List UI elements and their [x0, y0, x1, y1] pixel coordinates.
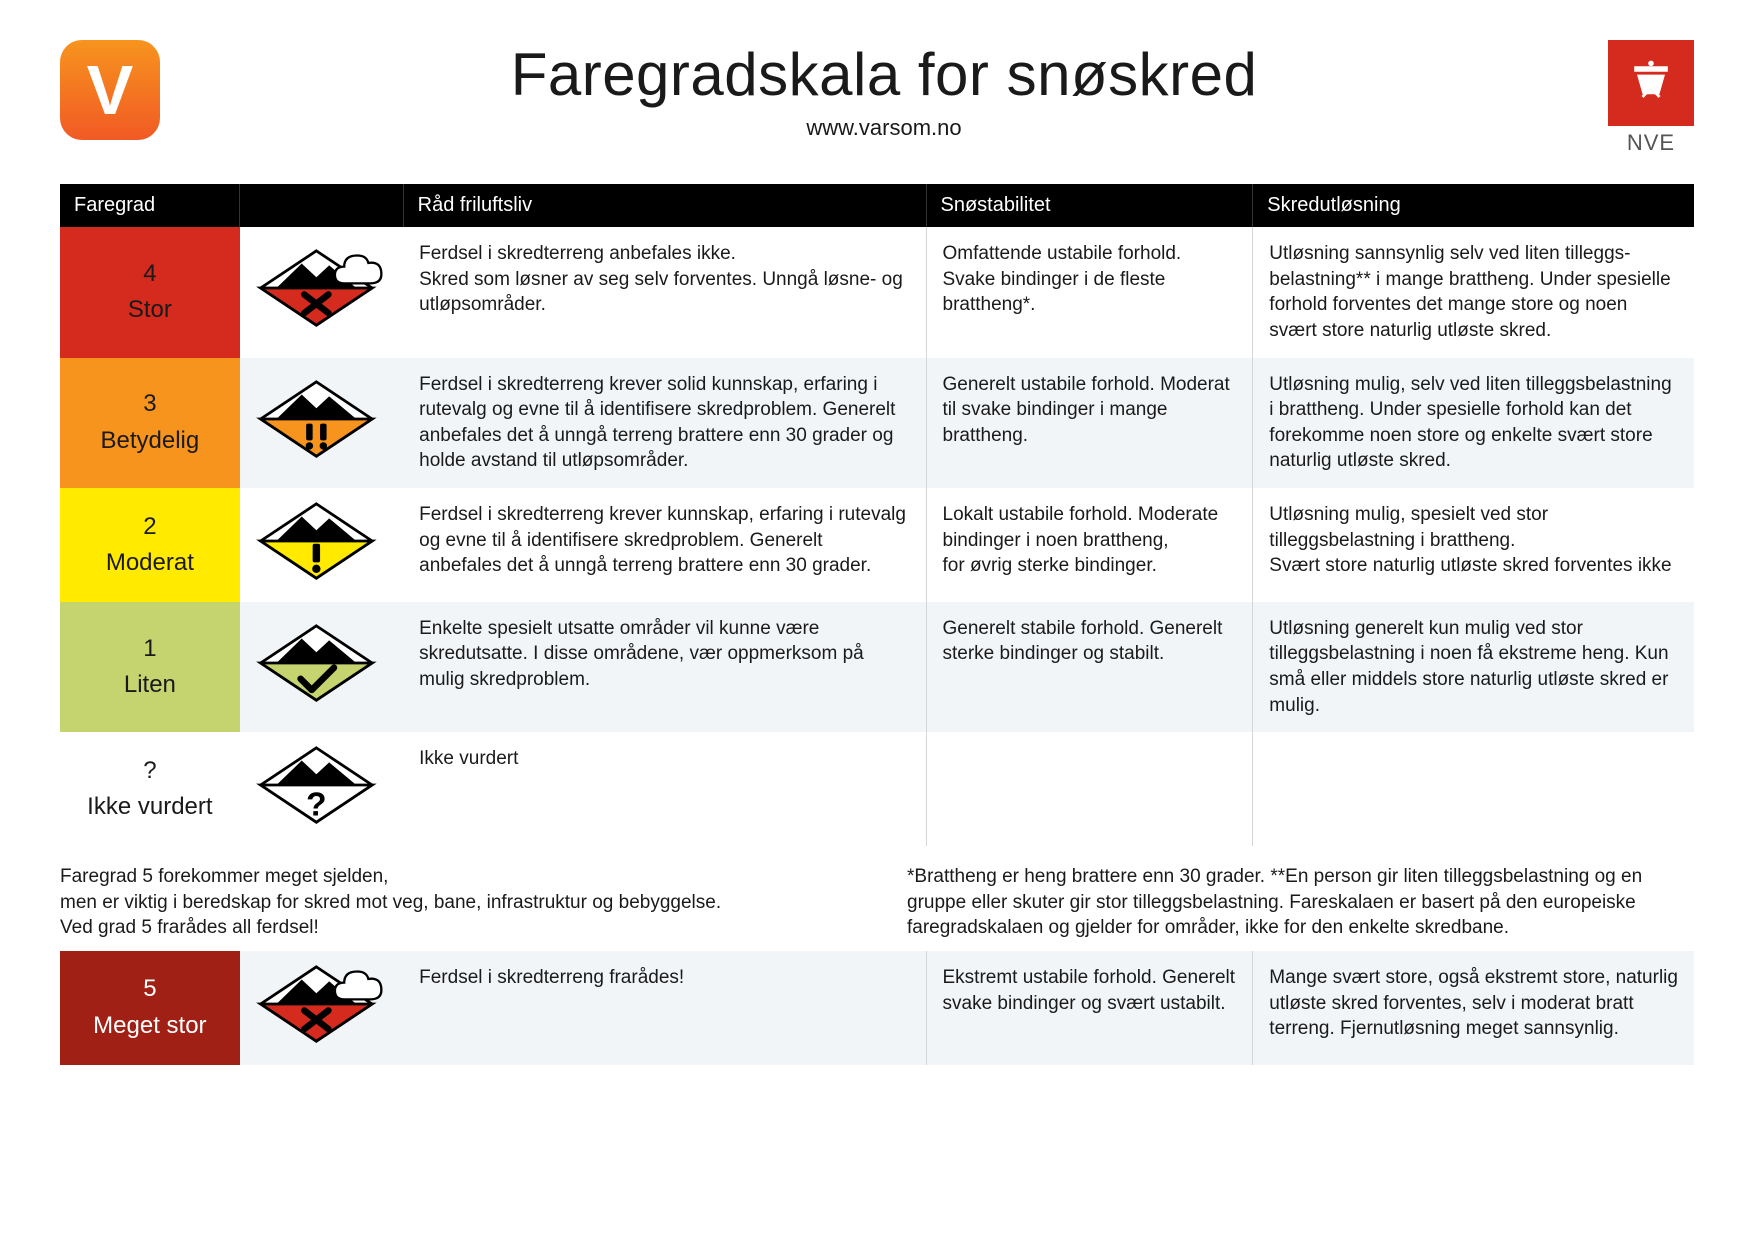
page-subtitle: www.varsom.no — [160, 115, 1608, 141]
table-row-1-name: Liten — [76, 669, 224, 701]
table-row-1: 1 Liten Enkelte spesielt utsatte områder… — [60, 602, 1694, 733]
table-row-?-name: Ikke vurdert — [76, 791, 224, 823]
table-row-5: 5 Meget stor Ferdsel i skredterreng frar… — [60, 951, 1694, 1065]
table-row-2-stab: Lokalt ustabile forhold. Moderate bindin… — [926, 488, 1253, 602]
footnote-left: Faregrad 5 forekommer meget sjelden, men… — [60, 864, 847, 941]
page-title: Faregradskala for snøskred — [160, 40, 1608, 109]
table-row-1-icon — [240, 602, 403, 733]
table-row-?-icon: ? — [240, 732, 403, 846]
nve-crest-icon — [1608, 40, 1694, 126]
table-row-2-level: 2 Moderat — [60, 488, 240, 602]
table-row-2-icon — [240, 488, 403, 602]
table-row-5-num: 5 — [76, 973, 224, 1005]
table-row-4-icon — [240, 227, 403, 358]
table-row-3-rad: Ferdsel i skredterreng krever solid kunn… — [403, 358, 926, 489]
table-row-1-skred: Utløsning generelt kun mulig ved stor ti… — [1253, 602, 1694, 733]
table-row-5-rad: Ferdsel i skredterreng frarådes! — [403, 951, 926, 1065]
table-row-2-rad: Ferdsel i skredterreng krever kunnskap, … — [403, 488, 926, 602]
table-row-3-icon — [240, 358, 403, 489]
col-faregrad: Faregrad — [60, 184, 240, 227]
footnotes: Faregrad 5 forekommer meget sjelden, men… — [60, 864, 1694, 941]
table-row-?: ? Ikke vurdert ? Ikke vurdert — [60, 732, 1694, 846]
table-row-2-skred: Utløsning mulig, spesielt ved stor tille… — [1253, 488, 1694, 602]
table-row-4-name: Stor — [76, 294, 224, 326]
table-row-?-stab — [926, 732, 1253, 846]
footnote-right: *Brattheng er heng brattere enn 30 grade… — [907, 864, 1694, 941]
nve-label: NVE — [1608, 130, 1694, 156]
col-rad: Råd friluftsliv — [403, 184, 926, 227]
table-row-1-level: 1 Liten — [60, 602, 240, 733]
col-stabilitet: Snøstabilitet — [926, 184, 1253, 227]
table-row-4: 4 Stor Ferdsel i skredterreng anbefales … — [60, 227, 1694, 358]
svg-text:?: ? — [307, 787, 327, 824]
table-row-4-stab: Omfattende ustabile forhold. Svake bindi… — [926, 227, 1253, 358]
table-row-1-rad: Enkelte spesielt utsatte områder vil kun… — [403, 602, 926, 733]
danger-level-5-table: 5 Meget stor Ferdsel i skredterreng frar… — [60, 951, 1694, 1065]
varsom-logo: V — [60, 40, 160, 140]
table-row-3: 3 Betydelig Ferdsel i skredterreng kreve… — [60, 358, 1694, 489]
table-row-4-rad: Ferdsel i skredterreng anbefales ikke. S… — [403, 227, 926, 358]
header: V Faregradskala for snøskred www.varsom.… — [60, 40, 1694, 156]
table-row-2-name: Moderat — [76, 547, 224, 579]
table-row-3-stab: Generelt ustabile forhold. Moderat til s… — [926, 358, 1253, 489]
table-row-?-num: ? — [76, 755, 224, 787]
danger-scale-table: Faregrad Råd friluftsliv Snøstabilitet S… — [60, 184, 1694, 846]
nve-logo: NVE — [1608, 40, 1694, 156]
table-row-5-icon — [240, 951, 403, 1065]
table-row-3-skred: Utløsning mulig, selv ved liten tilleggs… — [1253, 358, 1694, 489]
table-row-3-level: 3 Betydelig — [60, 358, 240, 489]
table-row-2: 2 Moderat Ferdsel i skredterreng krever … — [60, 488, 1694, 602]
table-row-5-level: 5 Meget stor — [60, 951, 240, 1065]
col-icon — [240, 184, 403, 227]
table-row-4-skred: Utløsning sannsynlig selv ved liten till… — [1253, 227, 1694, 358]
table-row-3-name: Betydelig — [76, 425, 224, 457]
table-row-?-skred — [1253, 732, 1694, 846]
table-row-1-stab: Generelt stabile forhold. Generelt sterk… — [926, 602, 1253, 733]
table-row-4-level: 4 Stor — [60, 227, 240, 358]
table-row-5-skred: Mange svært store, også ekstremt store, … — [1253, 951, 1694, 1065]
table-row-3-num: 3 — [76, 388, 224, 420]
table-row-?-rad: Ikke vurdert — [403, 732, 926, 846]
table-row-5-name: Meget stor — [76, 1010, 224, 1042]
varsom-logo-letter: V — [87, 50, 134, 130]
table-row-?-level: ? Ikke vurdert — [60, 732, 240, 846]
table-row-4-num: 4 — [76, 258, 224, 290]
table-row-1-num: 1 — [76, 633, 224, 665]
table-row-5-stab: Ekstremt ustabile forhold. Generelt svak… — [926, 951, 1253, 1065]
col-skred: Skredutløsning — [1253, 184, 1694, 227]
table-row-2-num: 2 — [76, 511, 224, 543]
table-header-row: Faregrad Råd friluftsliv Snøstabilitet S… — [60, 184, 1694, 227]
